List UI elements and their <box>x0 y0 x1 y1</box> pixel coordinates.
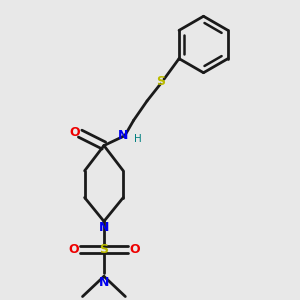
Text: O: O <box>68 243 79 256</box>
Text: O: O <box>129 243 140 256</box>
Text: N: N <box>99 276 109 289</box>
Text: N: N <box>99 221 109 234</box>
Text: O: O <box>69 126 80 139</box>
Text: H: H <box>134 134 142 144</box>
Text: S: S <box>99 243 108 256</box>
Text: S: S <box>156 75 165 88</box>
Text: N: N <box>118 129 128 142</box>
